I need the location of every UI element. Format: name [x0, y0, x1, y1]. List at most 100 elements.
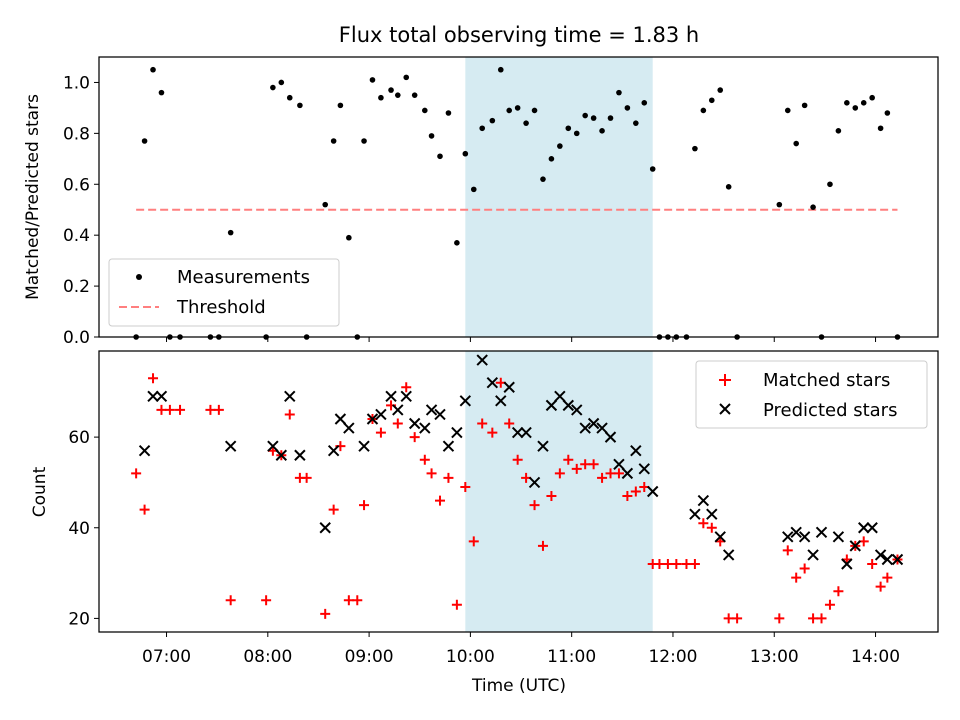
predicted-star-point — [419, 422, 431, 434]
x-tick-label: 13:00 — [750, 647, 799, 667]
predicted-star-point — [790, 526, 802, 538]
measurement-point — [270, 84, 276, 91]
predicted-star-point — [891, 553, 904, 566]
measurement-point — [141, 138, 148, 144]
matched-star-point — [774, 613, 785, 624]
matched-star-point — [706, 522, 717, 533]
predicted-star-point — [689, 508, 701, 520]
measurement-point — [489, 117, 496, 124]
measurement-point — [470, 186, 477, 193]
predicted-star-point — [874, 549, 887, 561]
predicted-star-point — [714, 531, 726, 543]
measurement-point — [633, 120, 639, 126]
measurement-point — [322, 201, 329, 208]
measurement-point — [479, 125, 486, 132]
matched-star-point — [375, 427, 386, 438]
matched-star-point — [833, 586, 844, 597]
measurement-point — [445, 110, 452, 116]
measurement-point — [599, 128, 605, 134]
measurement-point — [523, 120, 529, 126]
x-tick-label: 09:00 — [345, 647, 394, 667]
predicted-star-point — [343, 422, 355, 434]
matched-star-point — [732, 613, 743, 624]
measurement-point — [844, 100, 850, 106]
matched-star-point — [875, 581, 886, 592]
measurement-point — [437, 153, 443, 160]
matched-star-point — [689, 559, 700, 570]
legend-matched-label: Matched stars — [763, 370, 890, 391]
measurement-point — [462, 150, 469, 157]
matched-star-point — [654, 559, 665, 570]
bottom-y-tick-label: 60 — [68, 428, 90, 448]
predicted-star-point — [138, 445, 151, 457]
matched-star-point — [343, 595, 354, 606]
matched-star-point — [225, 595, 236, 606]
top-shaded-span — [465, 57, 653, 337]
top-y-tick-label: 0.4 — [63, 226, 90, 246]
measurement-point — [540, 176, 546, 182]
bottom-predicted-points — [138, 354, 904, 570]
matched-star-point — [504, 418, 515, 429]
matched-star-point — [882, 572, 893, 583]
legend-measurements-marker — [136, 274, 142, 280]
measurement-point — [557, 143, 563, 149]
measurement-point — [700, 107, 707, 114]
matched-star-point — [175, 404, 186, 415]
top-x-ticks — [166, 337, 877, 342]
bottom-y-tick-label: 40 — [68, 519, 90, 539]
matched-star-point — [164, 404, 175, 415]
matched-star-point — [782, 545, 793, 556]
bottom-panel: 20 40 60 07:00 08:00 09:00 10:00 11:00 12:00 13:… — [30, 350, 939, 667]
predicted-star-point — [366, 413, 379, 425]
predicted-star-point — [408, 417, 421, 430]
top-plot-frame — [98, 56, 939, 338]
predicted-star-point — [284, 390, 296, 403]
measurement-point — [422, 107, 428, 114]
predicted-star-point — [334, 413, 347, 425]
predicted-star-point — [613, 458, 625, 471]
measurement-point — [877, 125, 884, 132]
predicted-star-point — [554, 390, 566, 403]
chart-title: Flux total observing time = 1.83 h — [339, 23, 699, 47]
matched-star-point — [392, 418, 403, 429]
matched-star-point — [139, 504, 150, 515]
x-tick-label: 11:00 — [547, 647, 596, 667]
measurement-point — [725, 184, 732, 190]
matched-star-point — [435, 495, 446, 506]
matched-star-point — [613, 468, 624, 479]
predicted-star-point — [275, 449, 288, 461]
measurement-point — [278, 79, 285, 86]
measurement-point — [827, 181, 833, 188]
predicted-star-point — [528, 476, 541, 489]
predicted-star-point — [537, 440, 549, 452]
predicted-star-point — [375, 408, 387, 421]
matched-star-point — [261, 595, 272, 606]
top-y-tick-label: 0.0 — [63, 328, 90, 348]
matched-star-point — [460, 481, 471, 492]
matched-star-point — [409, 432, 420, 443]
predicted-star-point — [697, 494, 710, 507]
matched-star-point — [554, 468, 565, 479]
matched-star-point — [213, 404, 224, 415]
matched-star-point — [443, 472, 454, 483]
measurement-point — [548, 156, 555, 162]
matched-star-point — [681, 559, 692, 570]
measurement-point — [801, 102, 808, 109]
x-tick-label: 10:00 — [446, 647, 495, 667]
bottom-y-axis-label: Count — [30, 466, 50, 517]
measurement-point — [297, 102, 303, 109]
predicted-star-point — [571, 404, 583, 416]
matched-star-point — [791, 572, 802, 583]
predicted-star-point — [451, 426, 463, 439]
matched-star-point — [622, 491, 633, 502]
matched-star-point — [824, 599, 835, 610]
x-tick-label: 12:00 — [648, 647, 697, 667]
predicted-star-point — [442, 440, 455, 452]
matched-star-point — [487, 427, 498, 438]
top-y-tick-label: 0.8 — [63, 124, 90, 144]
bottom-legend-box — [695, 360, 928, 429]
predicted-star-point — [147, 390, 159, 403]
top-panel: 0.0 0.2 0.4 0.6 0.8 1.0 Matched/Predicted sta… — [23, 56, 939, 348]
predicted-star-point — [807, 549, 819, 561]
measurement-point — [346, 234, 352, 241]
